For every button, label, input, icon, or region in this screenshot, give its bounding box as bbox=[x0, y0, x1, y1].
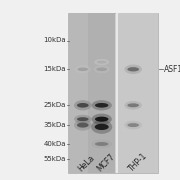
Text: ASF1B: ASF1B bbox=[164, 65, 180, 74]
Ellipse shape bbox=[77, 117, 89, 121]
Ellipse shape bbox=[95, 124, 109, 130]
Text: 10kDa: 10kDa bbox=[43, 37, 66, 44]
Ellipse shape bbox=[124, 101, 142, 110]
Text: MCF7: MCF7 bbox=[95, 152, 117, 174]
Ellipse shape bbox=[124, 121, 142, 129]
Ellipse shape bbox=[92, 100, 112, 111]
Ellipse shape bbox=[97, 61, 107, 64]
Text: HeLa: HeLa bbox=[76, 154, 96, 174]
Ellipse shape bbox=[74, 115, 92, 123]
Ellipse shape bbox=[94, 65, 110, 73]
Ellipse shape bbox=[127, 123, 139, 127]
Ellipse shape bbox=[92, 140, 112, 148]
Bar bbox=[88, 13, 115, 173]
Ellipse shape bbox=[75, 65, 91, 73]
Ellipse shape bbox=[77, 68, 88, 71]
Ellipse shape bbox=[124, 65, 142, 74]
Bar bbox=[68, 13, 158, 173]
Ellipse shape bbox=[77, 123, 89, 128]
Bar bbox=[116, 13, 118, 173]
Ellipse shape bbox=[77, 103, 89, 108]
Bar bbox=[69, 13, 96, 173]
Ellipse shape bbox=[95, 117, 108, 122]
Ellipse shape bbox=[96, 68, 107, 71]
Ellipse shape bbox=[95, 103, 108, 108]
Ellipse shape bbox=[95, 142, 108, 146]
Ellipse shape bbox=[127, 103, 139, 107]
Ellipse shape bbox=[74, 120, 92, 131]
Text: 40kDa: 40kDa bbox=[43, 141, 66, 147]
Text: 25kDa: 25kDa bbox=[43, 102, 66, 108]
Text: 55kDa: 55kDa bbox=[43, 156, 66, 162]
Text: 35kDa: 35kDa bbox=[43, 122, 66, 128]
Ellipse shape bbox=[94, 59, 109, 65]
Ellipse shape bbox=[91, 120, 112, 134]
Text: 15kDa: 15kDa bbox=[43, 66, 66, 72]
Ellipse shape bbox=[127, 67, 139, 71]
Text: THP-1: THP-1 bbox=[127, 152, 149, 174]
Bar bbox=[118, 13, 158, 173]
Ellipse shape bbox=[74, 100, 92, 111]
Ellipse shape bbox=[92, 114, 112, 125]
